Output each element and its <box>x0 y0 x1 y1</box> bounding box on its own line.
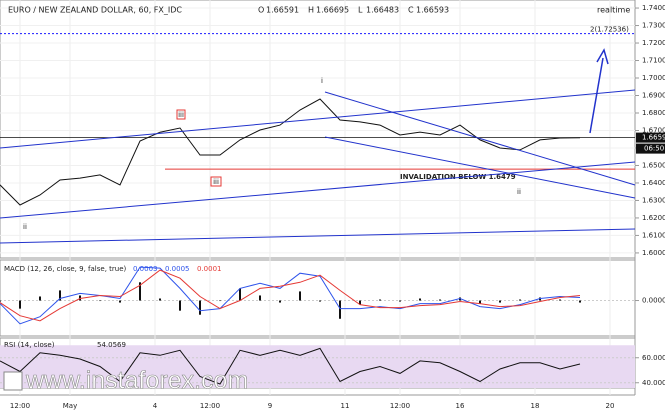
watermark: www.instaforex.com <box>3 366 249 395</box>
rsi-band <box>0 345 635 388</box>
level-label: 2(1.72536) <box>590 26 629 34</box>
x-tick-label: 18 <box>531 402 540 410</box>
chart-title: EURO / NEW ZEALAND DOLLAR, 60, FX_IDC <box>8 6 182 15</box>
x-tick-label: 12:00 <box>390 402 410 410</box>
x-tick-label: 12:00 <box>200 402 220 410</box>
watermark-text: www.instaforex.com <box>25 367 248 395</box>
histogram-bar <box>199 300 201 315</box>
ohlc-key: L <box>358 6 363 15</box>
histogram-bar <box>39 296 41 301</box>
y-tick-label: 40.0000 <box>642 379 665 387</box>
x-tick-label: 12:00 <box>10 402 30 410</box>
histogram-bar <box>339 300 341 319</box>
ohlc-value: 1.66591 <box>266 6 299 15</box>
series-line <box>0 269 581 322</box>
series-line <box>0 347 581 385</box>
histogram-bar <box>239 288 241 301</box>
y-tick-label: 60.0000 <box>642 354 665 362</box>
wave-box <box>210 176 222 187</box>
series-line <box>0 98 581 206</box>
histogram-bar <box>419 298 421 301</box>
y-tick-label: 1.70000 <box>642 74 665 82</box>
histogram-bar <box>439 299 441 301</box>
histogram-bar <box>119 300 121 303</box>
ohlc-key: O <box>258 6 264 15</box>
histogram-bar <box>479 300 481 304</box>
rsi-title: RSI (14, close) <box>4 341 55 349</box>
y-tick-label: 1.65000 <box>642 161 665 169</box>
time-label: 06:50 <box>644 145 664 153</box>
realtime: realtime <box>597 6 630 15</box>
y-tick-label: 1.61000 <box>642 231 665 239</box>
histogram-bar <box>159 298 161 301</box>
histogram-bar <box>259 295 261 301</box>
macd-readout: 0.0005 <box>165 265 190 273</box>
y-tick-label: 1.68000 <box>642 109 665 117</box>
wave-box <box>176 109 186 120</box>
last-price-box <box>636 132 665 143</box>
last-price-label: 1.66593 <box>642 134 665 142</box>
time-box <box>636 143 665 154</box>
x-tick-label: 11 <box>341 402 350 410</box>
ohlc-value: 1.66593 <box>416 6 449 15</box>
histogram-bar <box>19 300 21 309</box>
y-tick-label: 1.72000 <box>642 39 665 47</box>
histogram-bar <box>179 300 181 311</box>
y-tick-label: 1.67000 <box>642 126 665 134</box>
ohlc-key: H <box>308 6 314 15</box>
ohlc-key: C <box>408 6 414 15</box>
macd-readout: 0.0003 <box>133 265 158 273</box>
x-tick-label: 4 <box>153 402 158 410</box>
y-tick-label: 1.60000 <box>642 249 665 257</box>
y-tick-label: 1.62000 <box>642 214 665 222</box>
histogram-bar <box>559 299 561 301</box>
trendlines <box>0 48 636 244</box>
y-tick-label: 1.64000 <box>642 179 665 187</box>
y-tick-label: 1.74000 <box>642 4 665 12</box>
histogram-bar <box>499 300 501 303</box>
histogram-bar <box>0 300 1 302</box>
macd-title: MACD (12, 26, close, 9, false, true) <box>4 265 127 273</box>
macd-readout: 0.0001 <box>197 265 222 273</box>
histogram-bar <box>99 300 101 302</box>
ohlc-value: 1.66483 <box>366 6 399 15</box>
wave-label: ii <box>23 223 27 231</box>
histogram-bar <box>319 300 321 302</box>
histogram-bar <box>399 300 401 302</box>
histogram-bar <box>579 300 581 303</box>
x-tick-label: May <box>63 402 77 410</box>
y-tick-label: 1.69000 <box>642 92 665 100</box>
wave-label: i <box>321 77 323 85</box>
histogram-bar <box>279 300 281 303</box>
histogram-bar <box>359 300 361 305</box>
series-line <box>0 266 581 325</box>
histogram-bar <box>59 290 61 301</box>
histogram-bar <box>219 300 221 302</box>
histogram-bar <box>139 282 141 301</box>
y-tick-label: 1.71000 <box>642 57 665 65</box>
histogram-bar <box>379 299 381 301</box>
histogram-bar <box>519 299 521 301</box>
rsi-readout: 54.0569 <box>97 341 126 349</box>
y-tick-label: 0.0000 <box>642 297 665 305</box>
logo <box>3 371 23 391</box>
wave-label: iii <box>213 178 219 186</box>
histogram-bar <box>299 291 301 301</box>
wave-label: ii <box>517 188 521 196</box>
x-tick-label: 16 <box>456 402 465 410</box>
x-tick-label: 20 <box>606 402 615 410</box>
ohlc-value: 1.66695 <box>316 6 349 15</box>
x-tick-label: 9 <box>268 402 272 410</box>
y-tick-label: 1.63000 <box>642 196 665 204</box>
wave-label: iii <box>178 111 184 119</box>
y-tick-label: 1.73000 <box>642 22 665 30</box>
